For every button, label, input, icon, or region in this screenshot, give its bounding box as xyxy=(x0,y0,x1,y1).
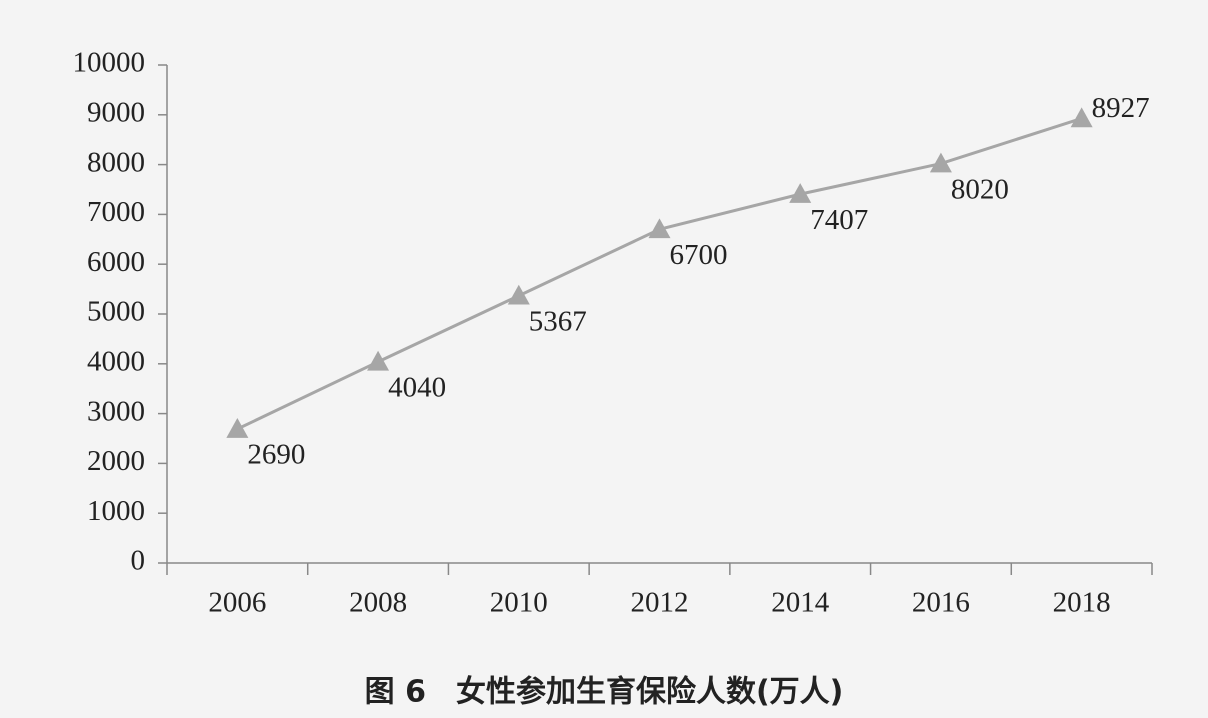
y-tick-label: 1000 xyxy=(87,495,145,527)
marker xyxy=(789,183,812,203)
x-tick-label: 2016 xyxy=(912,587,970,619)
y-tick-label: 7000 xyxy=(87,196,145,228)
marker xyxy=(1070,107,1093,128)
y-tick-label: 5000 xyxy=(87,296,145,328)
marker xyxy=(507,284,530,305)
y-tick-label: 10000 xyxy=(73,47,146,79)
x-tick-label: 2008 xyxy=(349,587,407,619)
data-label: 6700 xyxy=(670,239,728,271)
x-tick-label: 2006 xyxy=(208,587,266,619)
data-label: 5367 xyxy=(529,305,587,337)
y-tick-label: 0 xyxy=(131,545,146,577)
data-label: 8927 xyxy=(1092,92,1150,124)
x-tick-label: 2014 xyxy=(771,587,830,619)
data-label: 2690 xyxy=(247,439,305,471)
y-tick-label: 3000 xyxy=(87,395,145,427)
y-tick-label: 9000 xyxy=(87,96,145,128)
marker xyxy=(929,152,952,173)
y-tick-label: 8000 xyxy=(87,146,145,178)
y-tick-label: 4000 xyxy=(87,345,145,377)
x-tick-label: 2012 xyxy=(631,587,689,619)
x-tick-label: 2010 xyxy=(490,587,548,619)
chart-title: 图 6 女性参加生育保险人数(万人) xyxy=(365,675,844,710)
y-tick-label: 2000 xyxy=(87,445,145,477)
y-tick-label: 6000 xyxy=(87,246,145,278)
marker xyxy=(226,418,249,438)
marker xyxy=(648,218,671,239)
data-label: 4040 xyxy=(388,371,446,403)
data-label: 7407 xyxy=(810,204,868,236)
data-label: 8020 xyxy=(951,173,1009,205)
marker xyxy=(367,350,390,371)
x-tick-label: 2018 xyxy=(1053,587,1111,619)
